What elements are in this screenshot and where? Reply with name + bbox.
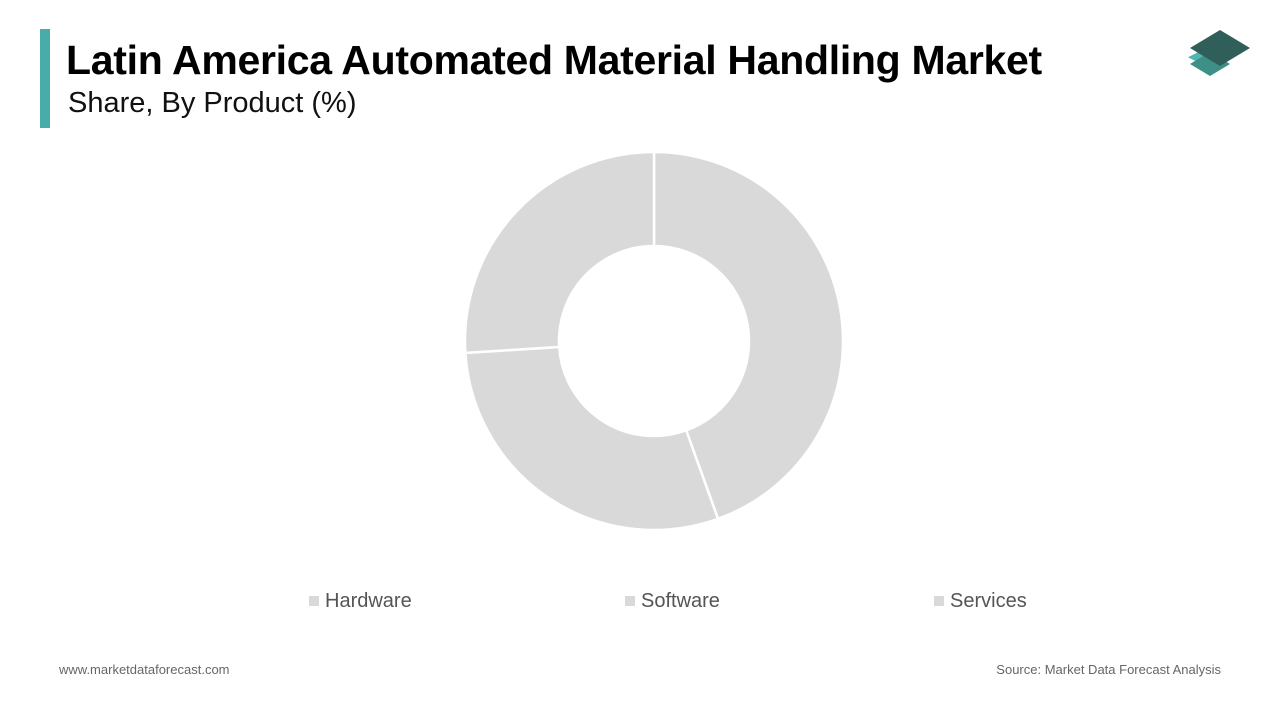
- legend-item-hardware: Hardware: [309, 589, 412, 613]
- legend-swatch: [934, 596, 944, 606]
- title-accent-bar: [40, 29, 50, 128]
- chart-subtitle: Share, By Product (%): [68, 87, 357, 119]
- legend-label: Hardware: [325, 589, 412, 612]
- website-link[interactable]: www.marketdataforecast.com: [59, 662, 230, 677]
- legend-swatch: [625, 596, 635, 606]
- legend-label: Software: [641, 589, 720, 612]
- source-note: Source: Market Data Forecast Analysis: [996, 662, 1221, 677]
- donut-slices: [463, 150, 845, 532]
- donut-slice-hardware: [652, 150, 845, 521]
- donut-slice-services: [463, 150, 656, 355]
- legend-swatch: [309, 596, 319, 606]
- legend-label: Services: [950, 589, 1027, 612]
- legend-item-software: Software: [625, 589, 720, 613]
- donut-slice-software: [464, 345, 720, 532]
- chart-title: Latin America Automated Material Handlin…: [66, 37, 1042, 83]
- layered-stack-icon: [1188, 30, 1250, 76]
- legend-item-services: Services: [934, 589, 1027, 613]
